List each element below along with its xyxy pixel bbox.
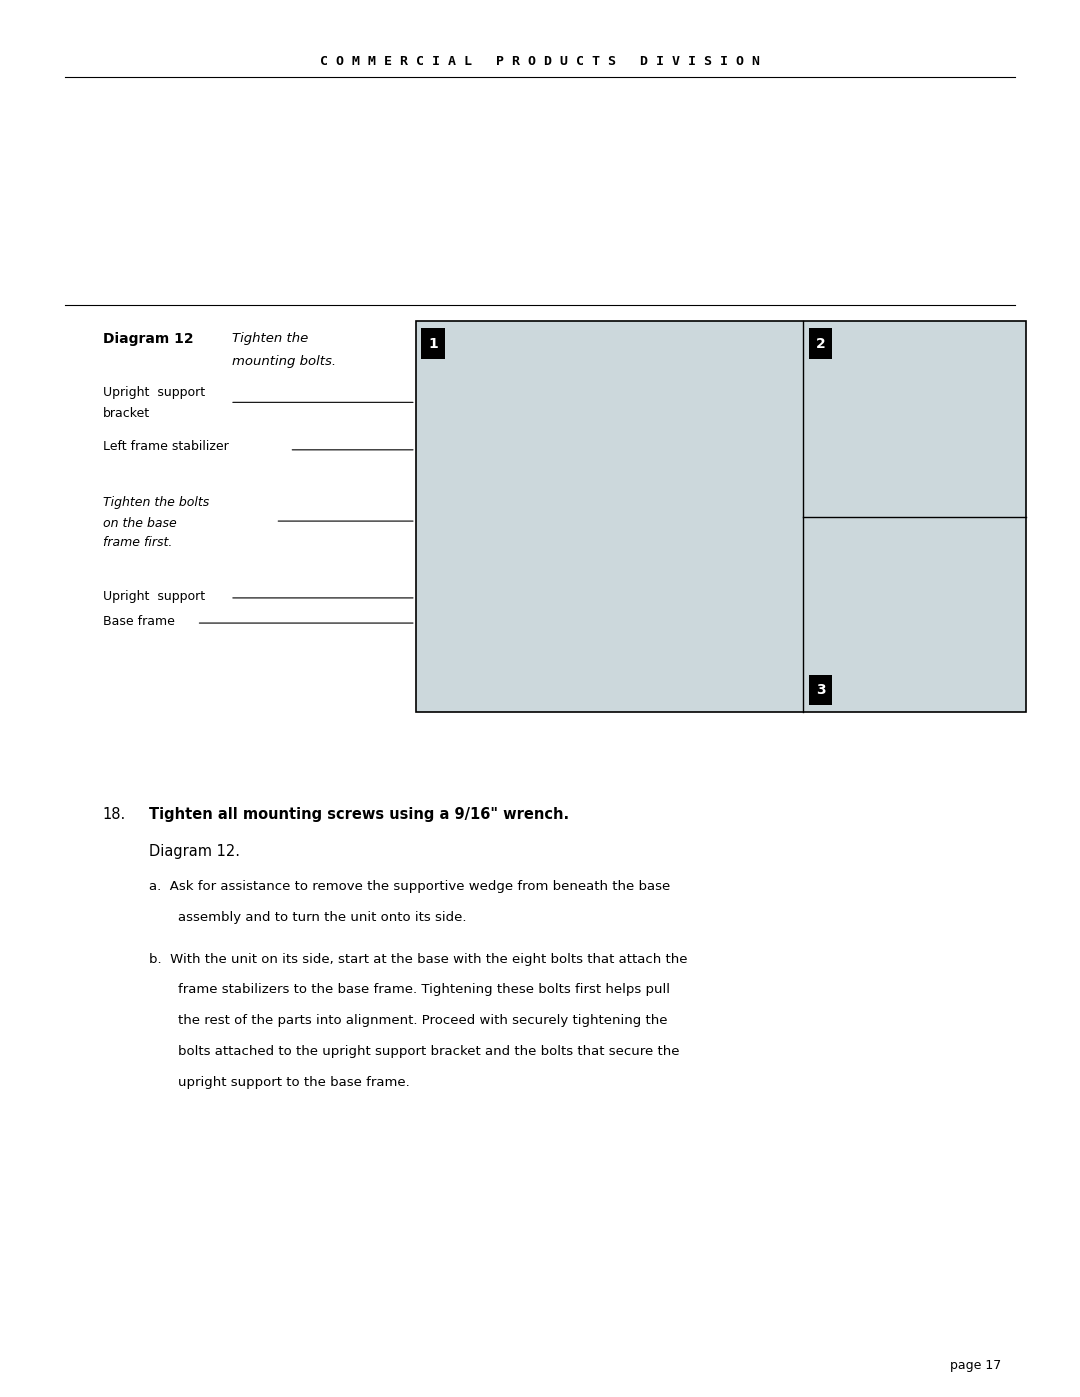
Text: bolts attached to the upright support bracket and the bolts that secure the: bolts attached to the upright support br… [178, 1045, 679, 1058]
Text: 1: 1 [428, 337, 438, 351]
Text: b.  With the unit on its side, start at the base with the eight bolts that attac: b. With the unit on its side, start at t… [149, 953, 688, 965]
Text: C O M M E R C I A L   P R O D U C T S   D I V I S I O N: C O M M E R C I A L P R O D U C T S D I … [320, 54, 760, 68]
Bar [416, 321, 1026, 712]
Text: Diagram 12.: Diagram 12. [149, 844, 240, 859]
Text: 2: 2 [815, 337, 825, 351]
Text: upright support to the base frame.: upright support to the base frame. [178, 1076, 410, 1088]
Text: Tighten the: Tighten the [232, 332, 309, 345]
Text: 3: 3 [815, 683, 825, 697]
Text: 18.: 18. [103, 807, 126, 823]
Text: Diagram 12: Diagram 12 [103, 332, 193, 346]
Text: bracket: bracket [103, 407, 150, 419]
Text: frame stabilizers to the base frame. Tightening these bolts first helps pull: frame stabilizers to the base frame. Tig… [178, 983, 671, 996]
Text: Base frame: Base frame [103, 615, 175, 627]
Text: Left frame stabilizer: Left frame stabilizer [103, 440, 228, 453]
Bar [421, 328, 445, 359]
Text: Upright  support: Upright support [103, 386, 205, 398]
Text: Tighten all mounting screws using a 9/16" wrench.: Tighten all mounting screws using a 9/16… [149, 807, 569, 823]
Text: Tighten the bolts: Tighten the bolts [103, 496, 208, 509]
Text: assembly and to turn the unit onto its side.: assembly and to turn the unit onto its s… [178, 911, 467, 923]
Text: page 17: page 17 [950, 1359, 1001, 1372]
Bar [809, 675, 833, 705]
Text: frame first.: frame first. [103, 536, 172, 549]
Bar [809, 328, 833, 359]
Text: mounting bolts.: mounting bolts. [232, 355, 336, 367]
Text: the rest of the parts into alignment. Proceed with securely tightening the: the rest of the parts into alignment. Pr… [178, 1014, 667, 1027]
Text: a.  Ask for assistance to remove the supportive wedge from beneath the base: a. Ask for assistance to remove the supp… [149, 880, 671, 893]
Text: Upright  support: Upright support [103, 590, 205, 602]
Text: on the base: on the base [103, 517, 176, 529]
